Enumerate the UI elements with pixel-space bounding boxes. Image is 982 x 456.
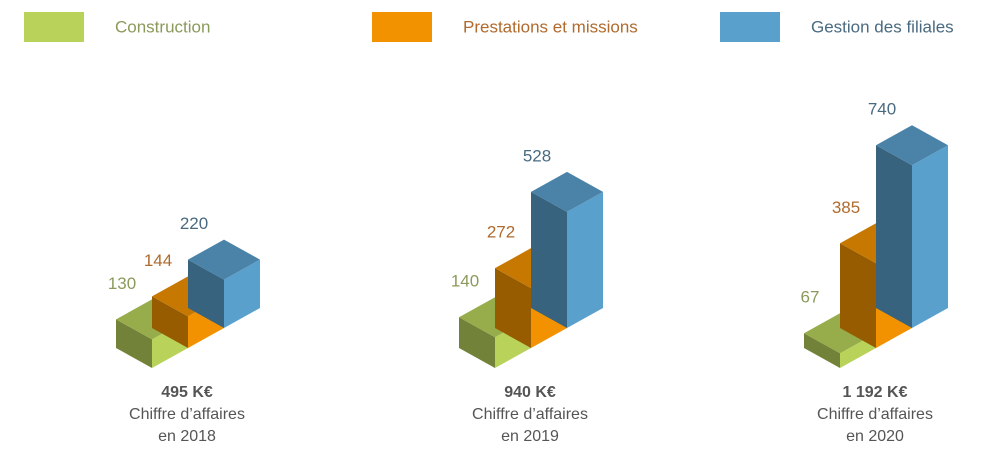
bar-left-face	[459, 317, 495, 368]
legend-label: Prestations et missions	[463, 17, 638, 36]
bar-right-face	[912, 145, 948, 328]
bar-right-face	[567, 191, 603, 328]
x-tick-label: en 2020	[846, 428, 904, 445]
bar	[876, 125, 948, 328]
bar	[531, 171, 603, 328]
value-label: 220	[180, 214, 208, 233]
x-tick-label: en 2019	[501, 428, 559, 445]
legend-swatch	[372, 12, 432, 42]
total-label: 495 K€	[161, 384, 213, 401]
legend-swatch	[24, 12, 84, 42]
legend-label: Gestion des filiales	[811, 17, 954, 36]
bar-left-face	[804, 333, 840, 368]
value-label: 385	[832, 198, 860, 217]
caption: Chiffre d’affaires	[129, 406, 245, 423]
bar-right-face	[224, 259, 260, 328]
legend-label: Construction	[115, 17, 210, 36]
value-label: 144	[144, 251, 172, 270]
bar-top-face	[876, 125, 948, 166]
bar-left-face	[876, 145, 912, 328]
caption: Chiffre d’affaires	[472, 406, 588, 423]
bar-left-face	[188, 259, 224, 328]
caption: Chiffre d’affaires	[817, 406, 933, 423]
x-tick-label: en 2018	[158, 428, 216, 445]
total-label: 940 K€	[504, 384, 556, 401]
bar-left-face	[152, 296, 188, 348]
bar-top-face	[531, 171, 603, 212]
bar-left-face	[840, 243, 876, 348]
value-label: 272	[487, 223, 515, 242]
value-label: 140	[451, 272, 479, 291]
bar-left-face	[116, 319, 152, 368]
bar-top-face	[188, 239, 260, 280]
value-label: 528	[523, 146, 551, 165]
value-label: 67	[801, 288, 820, 307]
value-label: 130	[108, 274, 136, 293]
value-label: 740	[868, 100, 896, 119]
bar	[188, 239, 260, 328]
legend-swatch	[720, 12, 780, 42]
bar-left-face	[495, 268, 531, 348]
total-label: 1 192 K€	[843, 384, 908, 401]
bar-left-face	[531, 191, 567, 328]
